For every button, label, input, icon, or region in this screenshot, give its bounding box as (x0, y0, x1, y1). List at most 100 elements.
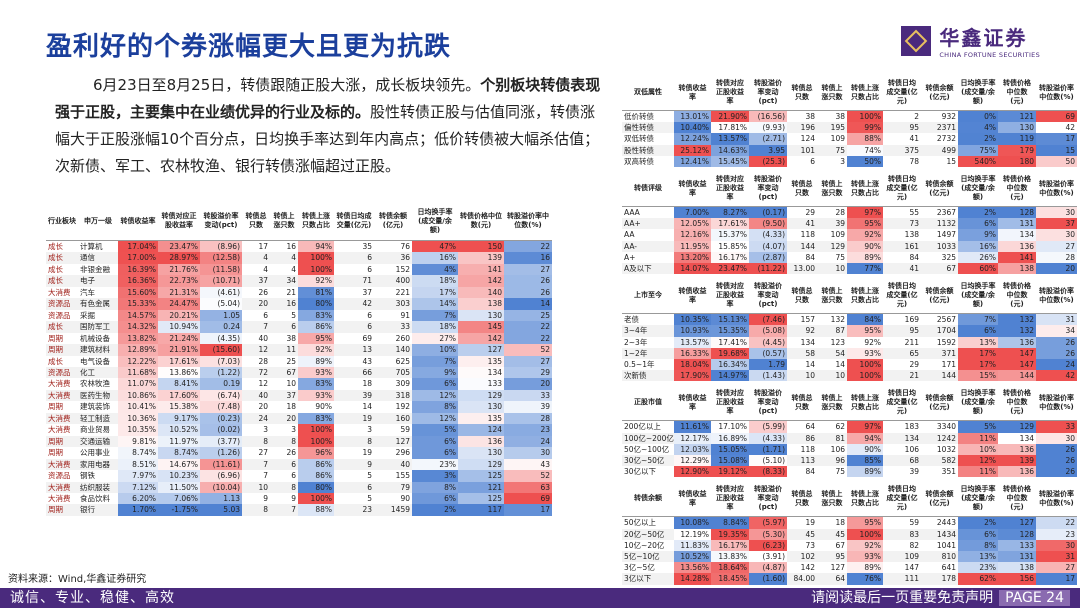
table-cell: 26 (1036, 443, 1077, 456)
table-cell: 商业贸易 (80, 425, 110, 435)
table-cell: 67 (286, 367, 296, 377)
table-cell: 电气设备 (80, 356, 110, 366)
table-cell: 12.90% (674, 466, 711, 478)
table-cell: 95 (909, 123, 919, 133)
table-cell: 周期 (48, 333, 63, 343)
table-cell: 18.64% (711, 562, 749, 574)
table-cell: AA- (624, 241, 638, 251)
table-cell: 20.21% (158, 309, 200, 322)
table-cell: 303 (395, 299, 410, 309)
table-cell: 50 (1036, 155, 1077, 168)
column-header: 转债上涨只数 (270, 202, 298, 241)
table-cell: 8.74% (158, 447, 200, 459)
table-cell: 13% (958, 336, 998, 348)
table-cell: 127 (830, 563, 845, 573)
table-row: 资源品 有色金属 15.33% 24.47% (5.04) 20 16 80% 42 303 14%… (46, 298, 552, 310)
table-cell: 86% (298, 321, 334, 333)
header-row: 双低属性 转债收益率 转债对应正股收益率 转股溢价率变动(pct) 转债总只数 转债上涨只… (622, 75, 1077, 111)
table-cell: 318 (395, 390, 410, 400)
column-header: 上市至今 (622, 278, 674, 315)
group-table: 上市至今 转债收益率 转债对应正股收益率 转股溢价率变动(pct) 转债总只数 转债上涨只… (622, 278, 1077, 382)
table-cell: 625 (395, 356, 410, 366)
table-cell: 138 (458, 298, 504, 310)
column-header: 双低属性 (622, 75, 674, 111)
table-cell: 40 (258, 390, 268, 400)
table-cell: 建筑装饰 (80, 402, 110, 412)
table-cell: 23 (1036, 528, 1077, 540)
table-cell: 3 (263, 425, 268, 435)
table-cell: 17.04% (118, 240, 158, 253)
table-row: 3亿以下 14.28% 18.45% (1.60) 84.00 64 76% 111 178 62… (622, 573, 1077, 585)
table-cell: 7% (958, 313, 998, 326)
table-cell: 139 (458, 252, 504, 264)
table-cell: 69 (504, 492, 552, 505)
table-cell: 92 (805, 326, 815, 336)
table-row: A及以下 14.07% 23.47% (11.22) 13.00 10 77% 41 67 60%… (622, 263, 1077, 275)
table-cell: (7.03) (200, 355, 242, 367)
table-cell: 11.95% (674, 240, 711, 252)
table-cell: 55 (909, 208, 919, 218)
table-cell: 30 (1036, 539, 1077, 552)
table-row: 2~3年 13.57% 17.41% (4.45) 134 123 92% 211 1592 13… (622, 336, 1077, 348)
table-cell: 10.36% (118, 412, 158, 425)
table-cell: 14.32% (118, 321, 158, 333)
table-cell: 20 (286, 413, 296, 423)
table-cell: 3 (367, 425, 372, 435)
table-cell: 9.17% (158, 412, 200, 425)
table-row: 20亿~50亿 12.19% 19.35% (5.30) 45 45 100% 83 1434 6… (622, 528, 1077, 540)
table-cell: 67 (946, 264, 956, 274)
table-cell: 90% (847, 443, 883, 456)
table-cell: AA+ (624, 219, 641, 229)
column-header: 转债价格中位数(元) (998, 75, 1036, 111)
table-cell: 83 (909, 529, 919, 539)
table-row: AA- 11.95% 15.85% (4.07) 144 129 90% 161 1033 16%… (622, 240, 1077, 252)
table-cell: 4 (263, 264, 268, 274)
table-cell: 13.01% (674, 110, 711, 123)
table-cell: 134 (800, 337, 815, 347)
table-cell: 100% (847, 110, 883, 123)
table-cell: (10.71) (200, 275, 242, 287)
table-cell: 10 (805, 371, 815, 381)
table-cell: 132 (998, 313, 1036, 326)
table-cell: 大消费 (48, 482, 71, 492)
table-cell: 351 (941, 467, 956, 477)
table-cell: 50亿~100亿 (624, 444, 670, 454)
table-cell: 9.81% (118, 435, 158, 448)
summary-paragraph: 6月23日至8月25日，转债跟随正股大涨，成长板块领先。个别板块转债表现强于正股… (55, 72, 607, 180)
column-header: 转债上涨只数 (817, 75, 847, 111)
table-cell: 通信 (80, 253, 95, 263)
group-table: 转债评级 转债收益率 转债对应正股收益率 转股溢价率变动(pct) 转债总只数 转债上涨只… (622, 171, 1077, 275)
table-cell: 13.56% (674, 562, 711, 574)
table-cell: 公用事业 (80, 448, 110, 458)
table-cell: 11% (958, 466, 998, 478)
table-cell: 16% (958, 240, 998, 252)
table-cell: 13.82% (118, 332, 158, 345)
table-cell: (4.33) (749, 432, 787, 444)
table-cell: 14.57% (118, 309, 158, 322)
table-cell: (8.96) (200, 240, 242, 253)
table-cell: (5.04) (200, 298, 242, 310)
table-cell: 6% (958, 528, 998, 540)
table-row: 200亿以上 11.61% 17.10% (5.99) 64 62 97% 183 3340 5%… (622, 420, 1077, 433)
column-header: 转股溢价率中位数(%) (1036, 481, 1077, 518)
table-cell: 84 (805, 252, 815, 262)
table-cell: 5 (367, 493, 372, 503)
table-cell: 15.13% (711, 313, 749, 326)
column-header: 转债收益率 (674, 481, 711, 518)
table-row: AAA 7.00% 8.27% (0.17) 29 28 97% 55 2367 2% 128 30 (622, 206, 1077, 219)
table-cell: 135 (458, 412, 504, 425)
paragraph-segment: 个别板块转债表现强于正股，主要集中在业绩优异的行业及标的。 (55, 76, 601, 121)
table-cell: 30 (1036, 432, 1077, 444)
table-cell: 131 (998, 551, 1036, 563)
table-cell: 医药生物 (80, 390, 110, 400)
table-cell: 6% (958, 218, 998, 230)
column-header: 转债收益率 (674, 278, 711, 315)
table-cell: 142 (458, 275, 504, 287)
column-header: 转债上涨只数占比 (847, 171, 883, 208)
table-row: 成长 通信 17.00% 28.97% (12.58) 4 4 100% 6 36 16% 139 16 (46, 252, 552, 264)
table-cell: 169 (904, 315, 919, 325)
table-cell: 64 (835, 574, 845, 584)
table-row: 100亿~200亿 12.17% 16.89% (4.33) 86 81 94% 134 124… (622, 432, 1077, 444)
table-cell: 11% (958, 432, 998, 444)
